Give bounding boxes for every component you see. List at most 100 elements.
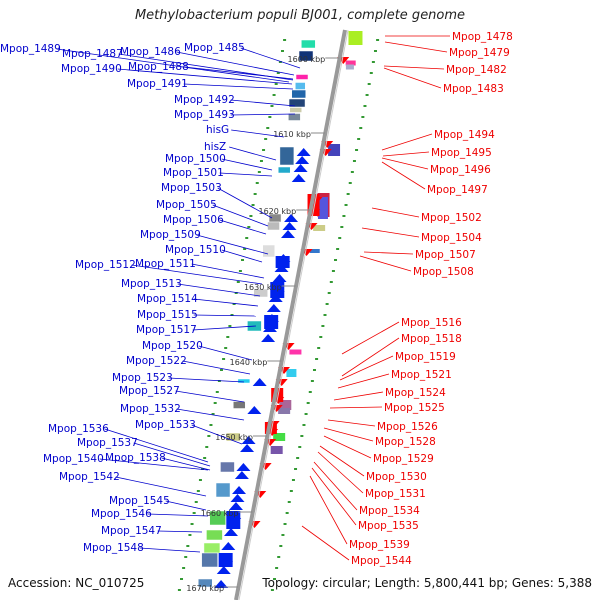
label-leader (192, 325, 257, 331)
label-leader (341, 321, 400, 355)
gene-block (286, 369, 297, 377)
label-leader (311, 467, 357, 526)
gene-arrow (252, 378, 267, 386)
gene-block (289, 349, 302, 355)
gene-label-left: Mpop_1542 (59, 471, 120, 483)
label-leader (221, 158, 273, 171)
gene-arrow (261, 334, 276, 342)
label-leader (329, 406, 383, 409)
label-leader (361, 227, 420, 238)
label-leader (117, 68, 293, 85)
gene-label-left: Mpop_1493 (174, 109, 235, 121)
gene-label-left: Mpop_1515 (137, 309, 198, 321)
gene-arrow (236, 463, 251, 471)
label-leader (383, 65, 445, 70)
gene-label-right: Mpop_1478 (452, 31, 513, 43)
label-leader (301, 525, 350, 561)
label-leader (212, 204, 269, 227)
gene-block (218, 553, 233, 567)
gene-label-left: Mpop_1501 (163, 167, 224, 179)
gene-label-left: Mpop_1517 (136, 324, 197, 336)
ruler-label: 1650 kbp (215, 433, 253, 442)
accession-text: Accession: NC_010725 (8, 576, 145, 590)
gene-label-left: Mpop_1522 (126, 355, 187, 367)
gene-arrow (247, 406, 262, 414)
gene-label-left: Mpop_1511 (135, 258, 196, 270)
backbone-line (234, 29, 347, 600)
label-leader (359, 255, 412, 272)
gene-block (203, 542, 221, 554)
gene-label-left: hisZ (204, 141, 226, 153)
gene-arrow (280, 230, 295, 238)
gene-label-left: Mpop_1506 (163, 214, 224, 226)
label-leader (131, 264, 263, 285)
gene-label-right: Mpop_1479 (449, 47, 510, 59)
gene-label-left: Mpop_1520 (142, 340, 203, 352)
gene-block (317, 197, 328, 219)
gene-label-right: Mpop_1483 (443, 83, 504, 95)
gene-block (289, 107, 302, 113)
gene-block (206, 529, 223, 541)
label-leader (182, 360, 251, 375)
gene-arrow (291, 174, 306, 182)
gene-label-right: Mpop_1504 (421, 232, 482, 244)
label-leader (196, 234, 269, 255)
gene-tracks (177, 31, 380, 591)
gene-label-left: Mpop_1513 (121, 278, 182, 290)
gene-label-right: Mpop_1531 (365, 488, 426, 500)
ruler-label: 1670 kbp (186, 584, 224, 593)
ruler-label: 1660 kbp (201, 509, 239, 518)
gene-block (253, 288, 268, 298)
gene-arrow (282, 222, 297, 230)
ruler-label: 1620 kbp (258, 207, 296, 216)
label-leader (161, 457, 211, 471)
label-leader (383, 67, 442, 89)
gene-label-right: Mpop_1544 (351, 555, 412, 567)
gene-block (267, 221, 280, 231)
gene-label-left: Mpop_1547 (101, 525, 162, 537)
gene-label-left: Mpop_1540 (43, 453, 104, 465)
gene-block (345, 60, 356, 66)
gene-block (264, 315, 279, 329)
gene-block (309, 249, 320, 253)
gene-block (348, 31, 363, 45)
gene-label-left: Mpop_1505 (156, 199, 217, 211)
gene-block (215, 482, 231, 498)
label-leader (176, 408, 245, 421)
gene-block (279, 146, 295, 166)
label-leader (317, 451, 364, 494)
label-leader (319, 445, 365, 477)
gene-arrow (224, 528, 239, 536)
gene-block (288, 98, 306, 108)
gene-label-left: Mpop_1491 (127, 78, 188, 90)
label-leader (339, 355, 394, 381)
gene-block (262, 244, 275, 258)
gene-label-right: Mpop_1507 (415, 249, 476, 261)
label-leader (177, 283, 261, 297)
gene-label-right: Mpop_1524 (385, 387, 446, 399)
gene-block (270, 282, 285, 298)
gene-block (201, 552, 218, 568)
label-leader (230, 113, 296, 116)
gene-arrow (232, 486, 247, 494)
label-leader (363, 251, 414, 255)
gene-label-right: Mpop_1530 (366, 471, 427, 483)
gene-label-right: Mpop_1495 (431, 147, 492, 159)
gene-label-left: hisG (206, 124, 229, 136)
gene-block (220, 461, 235, 473)
genome-title: Methylobacterium populi BJ001, complete … (134, 8, 466, 23)
label-leader (230, 99, 296, 107)
gene-block (209, 510, 226, 526)
label-leader (99, 458, 209, 471)
gene-label-left: Mpop_1487 (62, 48, 123, 60)
label-leader (327, 419, 376, 427)
gene-label-left: Mpop_1488 (128, 61, 189, 73)
gene-label-right: Mpop_1525 (384, 402, 445, 414)
gene-label-left: Mpop_1536 (48, 423, 109, 435)
gene-block (277, 166, 291, 174)
label-leader (168, 377, 245, 383)
gene-block (237, 378, 251, 384)
gene-label-left: Mpop_1532 (120, 403, 181, 415)
